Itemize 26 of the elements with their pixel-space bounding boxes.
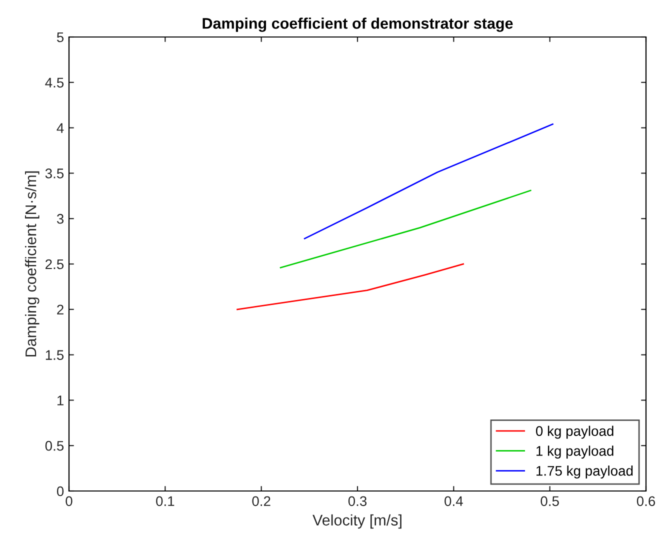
y-tick-label: 0.5 — [45, 440, 64, 451]
y-tick-label: 4 — [56, 123, 64, 133]
y-tick-label: 1.5 — [46, 350, 64, 360]
y-axis-title: Damping coefficient [N·s/m] — [25, 171, 40, 356]
y-tick-label: 1 — [57, 396, 64, 406]
x-tick-label: 0.3 — [348, 496, 367, 506]
y-tick-label: 2 — [57, 304, 64, 314]
x-tick-label: 0.2 — [252, 496, 270, 506]
y-tick-label: 4.5 — [45, 78, 64, 88]
y-tick-label: 5 — [56, 32, 64, 42]
legend-label: 0 kg payload — [536, 426, 614, 439]
line-series — [236, 263, 464, 310]
x-tick-label: 0 — [66, 496, 72, 506]
legend-label: 1.75 kg payload — [536, 466, 633, 478]
legend-label: 1 kg payload — [536, 446, 614, 459]
x-tick-label: 0.4 — [444, 496, 463, 506]
x-tick-label: 0.1 — [156, 496, 174, 506]
y-tick-label: 3 — [56, 214, 64, 224]
x-tick-label: 0.5 — [540, 496, 559, 506]
y-tick-label: 2.5 — [46, 259, 64, 270]
line-series — [304, 123, 554, 240]
chart-title: Damping coefficient of demonstrator stage — [202, 18, 513, 32]
y-tick-label: 3.5 — [45, 168, 64, 178]
x-axis-title: Velocity [m/s] — [312, 514, 402, 529]
y-tick-label: 0 — [56, 486, 64, 496]
x-tick-label: 0.6 — [636, 496, 656, 506]
